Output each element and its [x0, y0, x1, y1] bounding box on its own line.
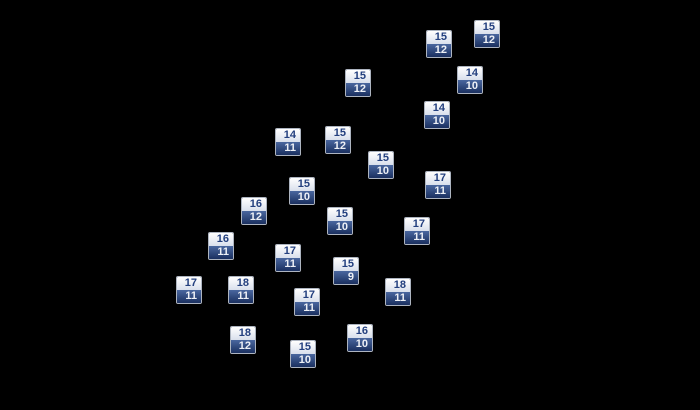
temperature-marker[interactable]: 17 11 [176, 276, 202, 304]
temperature-marker[interactable]: 14 10 [424, 101, 450, 129]
temperature-marker[interactable]: 14 11 [275, 128, 301, 156]
temperature-marker[interactable]: 15 9 [333, 257, 359, 285]
high-temperature-value: 15 [346, 70, 370, 83]
low-temperature-value: 12 [231, 340, 255, 353]
high-temperature-value: 14 [425, 102, 449, 115]
temperature-marker[interactable]: 16 12 [241, 197, 267, 225]
temperature-marker[interactable]: 15 10 [290, 340, 316, 368]
temperature-marker[interactable]: 15 10 [289, 177, 315, 205]
low-temperature-value: 12 [242, 211, 266, 224]
low-temperature-value: 12 [346, 83, 370, 96]
low-temperature-value: 11 [386, 292, 410, 305]
low-temperature-value: 10 [425, 115, 449, 128]
temperature-marker[interactable]: 16 11 [208, 232, 234, 260]
temperature-marker[interactable]: 18 11 [385, 278, 411, 306]
high-temperature-value: 18 [229, 277, 253, 290]
high-temperature-value: 15 [291, 341, 315, 354]
low-temperature-value: 11 [229, 290, 253, 303]
low-temperature-value: 10 [328, 221, 352, 234]
low-temperature-value: 10 [348, 338, 372, 351]
low-temperature-value: 11 [177, 290, 201, 303]
temperature-marker[interactable]: 17 11 [275, 244, 301, 272]
temperature-marker[interactable]: 18 12 [230, 326, 256, 354]
high-temperature-value: 15 [326, 127, 350, 140]
high-temperature-value: 17 [426, 172, 450, 185]
low-temperature-value: 10 [458, 80, 482, 93]
high-temperature-value: 15 [290, 178, 314, 191]
high-temperature-value: 17 [405, 218, 429, 231]
high-temperature-value: 18 [231, 327, 255, 340]
high-temperature-value: 15 [334, 258, 358, 271]
high-temperature-value: 15 [427, 31, 451, 44]
high-temperature-value: 17 [276, 245, 300, 258]
temperature-marker[interactable]: 18 11 [228, 276, 254, 304]
temperature-marker[interactable]: 17 11 [404, 217, 430, 245]
high-temperature-value: 16 [209, 233, 233, 246]
low-temperature-value: 10 [291, 354, 315, 367]
low-temperature-value: 11 [276, 142, 300, 155]
low-temperature-value: 11 [405, 231, 429, 244]
low-temperature-value: 11 [276, 258, 300, 271]
temperature-marker[interactable]: 15 10 [327, 207, 353, 235]
high-temperature-value: 16 [242, 198, 266, 211]
temperature-marker[interactable]: 15 10 [368, 151, 394, 179]
temperature-marker[interactable]: 15 12 [325, 126, 351, 154]
low-temperature-value: 10 [369, 165, 393, 178]
temperature-marker[interactable]: 15 12 [474, 20, 500, 48]
low-temperature-value: 9 [334, 271, 358, 284]
low-temperature-value: 12 [475, 34, 499, 47]
low-temperature-value: 11 [209, 246, 233, 259]
low-temperature-value: 11 [426, 185, 450, 198]
low-temperature-value: 12 [427, 44, 451, 57]
temperature-marker[interactable]: 15 12 [426, 30, 452, 58]
low-temperature-value: 10 [290, 191, 314, 204]
high-temperature-value: 17 [177, 277, 201, 290]
temperature-marker[interactable]: 17 11 [425, 171, 451, 199]
high-temperature-value: 15 [475, 21, 499, 34]
temperature-marker[interactable]: 14 10 [457, 66, 483, 94]
high-temperature-value: 18 [386, 279, 410, 292]
high-temperature-value: 15 [369, 152, 393, 165]
high-temperature-value: 15 [328, 208, 352, 221]
high-temperature-value: 16 [348, 325, 372, 338]
low-temperature-value: 11 [295, 302, 319, 315]
temperature-marker[interactable]: 16 10 [347, 324, 373, 352]
temperature-marker[interactable]: 17 11 [294, 288, 320, 316]
high-temperature-value: 14 [276, 129, 300, 142]
temperature-marker[interactable]: 15 12 [345, 69, 371, 97]
high-temperature-value: 17 [295, 289, 319, 302]
high-temperature-value: 14 [458, 67, 482, 80]
low-temperature-value: 12 [326, 140, 350, 153]
